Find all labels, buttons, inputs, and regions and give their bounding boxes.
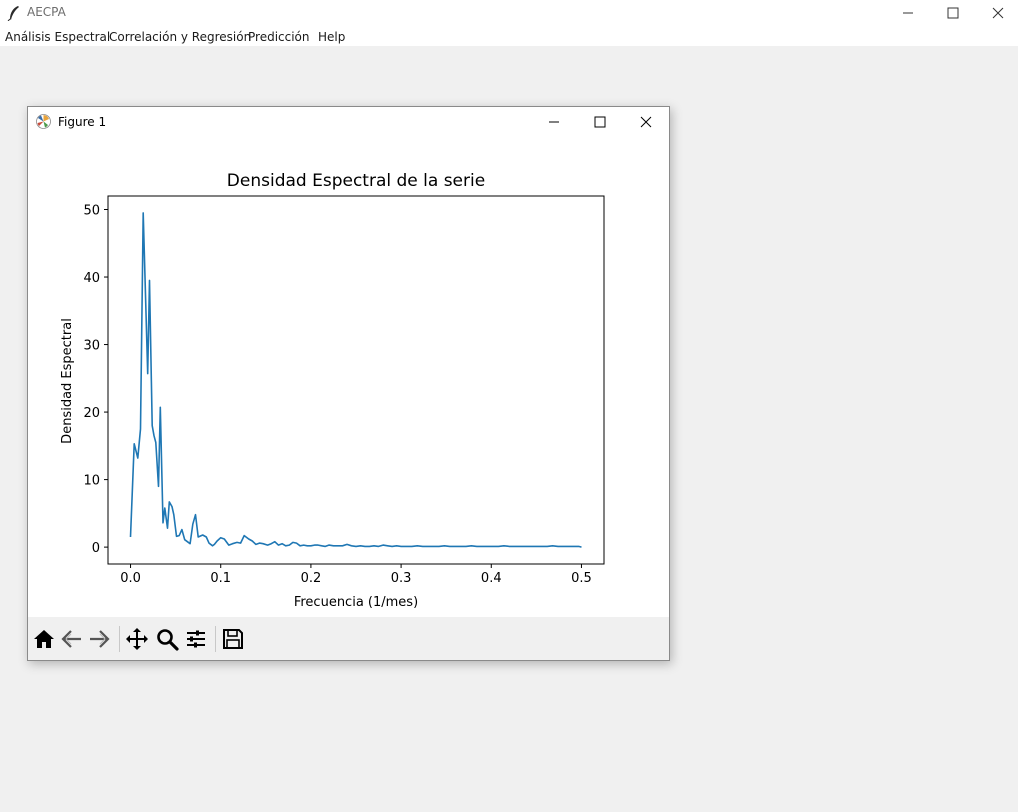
configure-subplots-button[interactable] xyxy=(184,627,210,651)
menu-help[interactable]: Help xyxy=(318,30,346,44)
home-button[interactable] xyxy=(32,627,58,651)
y-tick-label: 40 xyxy=(83,271,100,286)
spectral-density-chart: Densidad Espectral de la serie 0.0 0.1 0.2… xyxy=(60,171,605,610)
figure-close-button[interactable] xyxy=(623,107,669,137)
pan-button[interactable] xyxy=(125,627,151,651)
x-tick-label: 0.3 xyxy=(391,571,412,586)
y-tick-label: 30 xyxy=(83,339,100,354)
figure-window: Figure 1 Densidad Espectral de la serie … xyxy=(27,106,670,661)
x-tick-label: 0.2 xyxy=(301,571,322,586)
home-icon xyxy=(34,630,54,648)
figure-title: Figure 1 xyxy=(58,115,107,129)
y-axis-label: Densidad Espectral xyxy=(60,318,75,444)
back-button[interactable] xyxy=(60,627,86,651)
x-tick-label: 0.5 xyxy=(571,571,592,586)
app-title: AECPA xyxy=(27,5,66,19)
close-icon xyxy=(992,7,1004,19)
forward-button[interactable] xyxy=(87,627,113,651)
minimize-icon xyxy=(549,121,559,123)
y-tick-label: 50 xyxy=(83,204,100,219)
configure-subplots-icon xyxy=(187,630,205,648)
axes-frame xyxy=(107,195,605,565)
back-arrow-icon xyxy=(61,630,81,648)
maximize-icon xyxy=(594,116,606,128)
y-ticks: 0 10 20 30 40 50 xyxy=(83,204,108,556)
figure-maximize-button[interactable] xyxy=(577,107,623,137)
zoom-button[interactable] xyxy=(155,627,181,651)
close-icon xyxy=(640,116,652,128)
x-axis-label: Frecuencia (1/mes) xyxy=(294,595,418,610)
maximize-button[interactable] xyxy=(930,0,976,26)
plot-canvas[interactable]: Densidad Espectral de la serie 0.0 0.1 0.2… xyxy=(28,137,669,617)
menu-prediccion[interactable]: Predicción xyxy=(248,30,310,44)
save-icon xyxy=(223,629,243,649)
spectral-density-line xyxy=(129,212,582,548)
menu-correlacion-regresion[interactable]: Correlación y Regresión xyxy=(109,30,252,44)
menubar: Análisis Espectral Correlación y Regresi… xyxy=(0,26,1018,46)
figure-toolbar xyxy=(28,617,669,660)
feather-icon xyxy=(7,6,19,21)
toolbar-separator xyxy=(215,626,216,652)
close-button[interactable] xyxy=(975,0,1018,26)
chart-title: Densidad Espectral de la serie xyxy=(227,171,485,191)
matplotlib-icon xyxy=(36,114,51,129)
main-titlebar: AECPA xyxy=(0,0,1018,26)
y-tick-label: 0 xyxy=(92,541,100,556)
forward-arrow-icon xyxy=(90,630,110,648)
menu-analisis-espectral[interactable]: Análisis Espectral xyxy=(5,30,111,44)
x-ticks: 0.0 0.1 0.2 0.3 0.4 0.5 xyxy=(120,564,592,586)
y-tick-label: 10 xyxy=(83,474,100,489)
minimize-button[interactable] xyxy=(885,0,931,26)
x-tick-label: 0.4 xyxy=(481,571,502,586)
figure-minimize-button[interactable] xyxy=(531,107,577,137)
maximize-icon xyxy=(947,7,959,19)
figure-titlebar: Figure 1 xyxy=(28,107,669,137)
y-tick-label: 20 xyxy=(83,406,100,421)
toolbar-separator xyxy=(119,626,120,652)
zoom-icon xyxy=(157,629,179,651)
minimize-icon xyxy=(903,12,913,14)
save-button[interactable] xyxy=(221,627,247,651)
x-tick-label: 0.1 xyxy=(210,571,231,586)
pan-icon xyxy=(126,628,148,650)
x-tick-label: 0.0 xyxy=(120,571,141,586)
